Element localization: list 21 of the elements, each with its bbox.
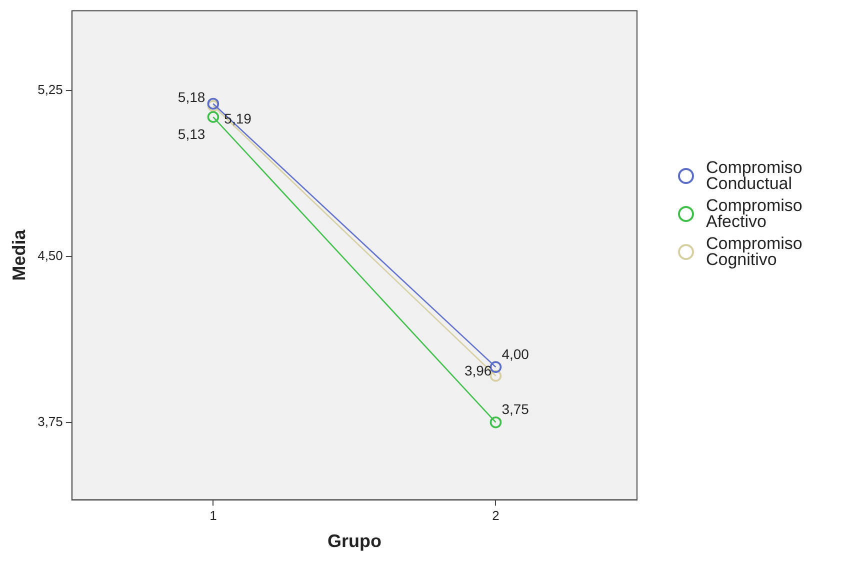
y-tick-label: 4,50 [38, 248, 63, 263]
point [490, 370, 502, 382]
legend-label: Compromiso Conductual [706, 158, 804, 193]
data-label: 4,00 [502, 346, 530, 362]
y-tick-label: 5,25 [38, 82, 63, 98]
y-tick-label: 3,75 [38, 414, 63, 429]
data-label: 3,96 [464, 362, 492, 379]
point [490, 416, 502, 428]
point [207, 100, 220, 112]
x-axis-title: Grupo [327, 531, 382, 552]
legend-label: Compromiso Cognitivo [706, 234, 804, 269]
data-label: 5,18 [178, 88, 206, 105]
data-label: 5,13 [178, 126, 206, 142]
legend-label: Compromiso Afectivo [706, 196, 804, 231]
data-label: 3,75 [502, 401, 530, 418]
point [207, 98, 220, 110]
point [490, 361, 502, 373]
x-tick-label: 2 [492, 508, 500, 524]
y-axis-title: Media [8, 228, 29, 281]
x-tick-label: 1 [210, 508, 217, 524]
point [207, 111, 220, 123]
